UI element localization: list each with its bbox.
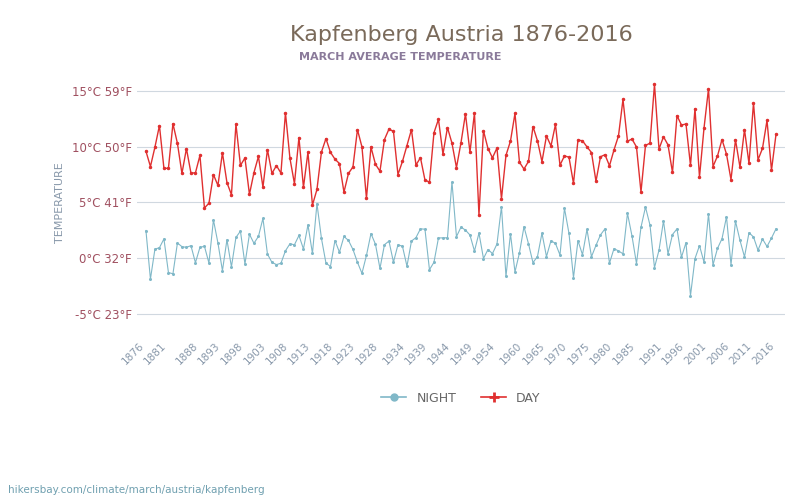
Title: Kapfenberg Austria 1876-2016: Kapfenberg Austria 1876-2016 xyxy=(290,25,632,45)
Text: hikersbay.com/climate/march/austria/kapfenberg: hikersbay.com/climate/march/austria/kapf… xyxy=(8,485,265,495)
Legend: NIGHT, DAY: NIGHT, DAY xyxy=(376,386,546,409)
Y-axis label: TEMPERATURE: TEMPERATURE xyxy=(55,162,65,242)
Text: MARCH AVERAGE TEMPERATURE: MARCH AVERAGE TEMPERATURE xyxy=(298,52,502,62)
